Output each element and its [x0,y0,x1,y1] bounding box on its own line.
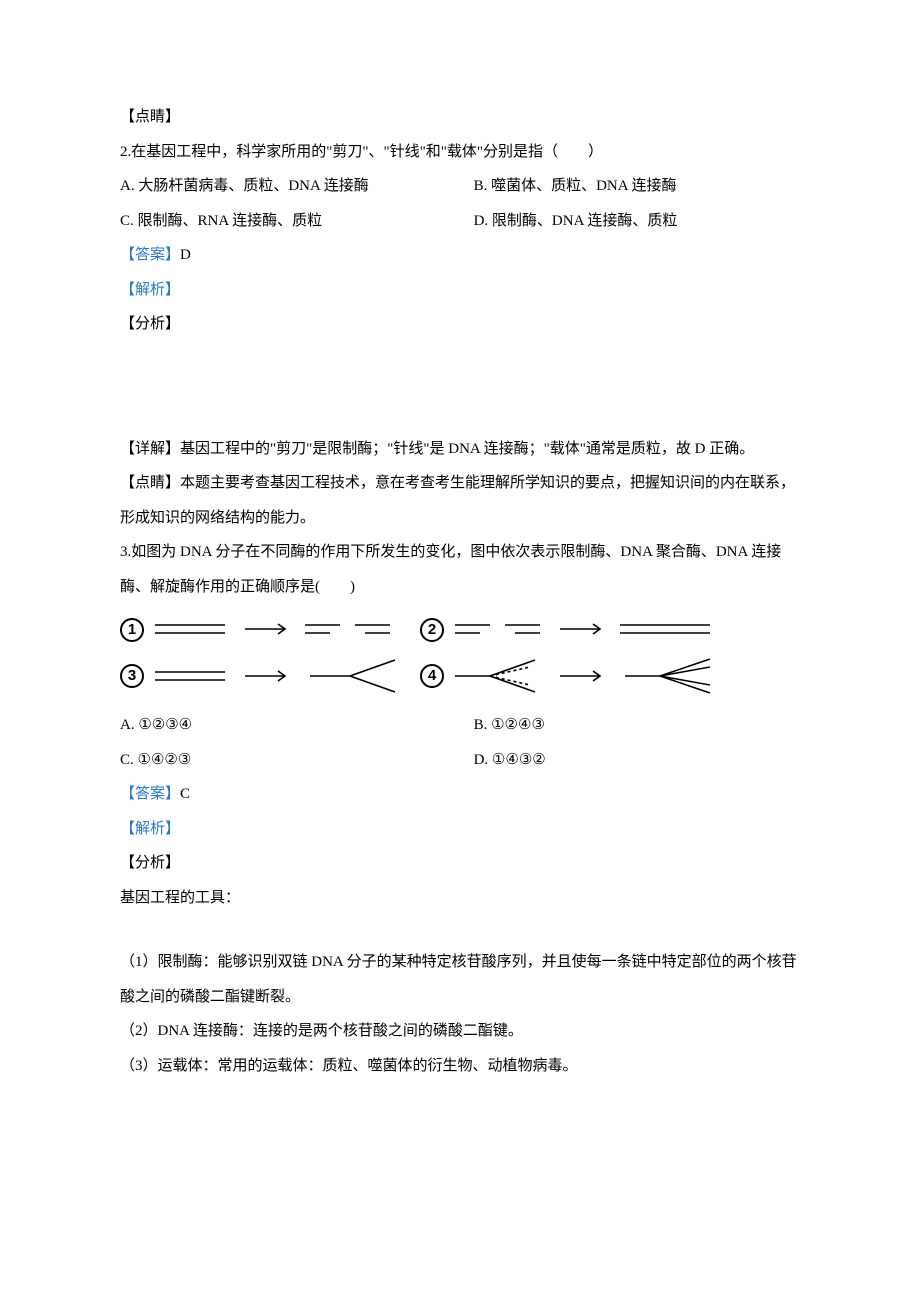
circled-number-1: 1 [120,618,144,642]
q2-options-row2: C. 限制酶、RNA 连接酶、质粒 D. 限制酶、DNA 连接酶、质粒 [120,204,800,239]
q3-point-1: （1）限制酶：能够识别双链 DNA 分子的某种特定核苷酸序列，并且使每一条链中特… [120,945,800,1014]
q2-options-row1: A. 大肠杆菌病毒、质粒、DNA 连接酶 B. 噬菌体、质粒、DNA 连接酶 [120,169,800,204]
diagram-svg-3 [150,656,400,696]
q3-point-3: （3）运载体：常用的运载体：质粒、噬菌体的衍生物、动植物病毒。 [120,1049,800,1084]
q3-point-2: （2）DNA 连接酶：连接的是两个核苷酸之间的磷酸二酯键。 [120,1014,800,1049]
diagram-panel-4: 4 [420,656,740,696]
q3-analysis-label: 【解析】 [120,812,800,847]
diagram-row-2: 3 4 [120,656,800,696]
q2-detail: 【详解】基因工程中的"剪刀"是限制酶；"针线"是 DNA 连接酶；"载体"通常是… [120,432,800,467]
q3-diagram: 1 2 [120,604,800,708]
spacer [120,915,800,945]
circled-number-3: 3 [120,664,144,688]
q2-option-d: D. 限制酶、DNA 连接酶、质粒 [474,204,800,239]
q2-fenxi-label: 【分析】 [120,307,800,342]
diagram-svg-4 [450,656,720,696]
diagram-panel-3: 3 [120,656,420,696]
spacer [120,342,800,432]
q3-option-c: C. ①④②③ [120,743,474,778]
diagram-panel-2: 2 [420,613,740,647]
q2-option-a: A. 大肠杆菌病毒、质粒、DNA 连接酶 [120,169,474,204]
q3-fenxi-label: 【分析】 [120,846,800,881]
circled-number-4: 4 [420,664,444,688]
q3-options-row2: C. ①④②③ D. ①④③② [120,743,800,778]
diagram-panel-1: 1 [120,613,420,647]
document-page: 【点睛】 2.在基因工程中，科学家所用的"剪刀"、"针线"和"载体"分别是指（ … [0,0,920,1302]
q3-answer: 【答案】C [120,777,800,812]
tip-heading: 【点睛】 [120,100,800,135]
diagram-svg-1 [150,613,400,647]
circled-number-2: 2 [420,618,444,642]
q3-fenxi-text: 基因工程的工具： [120,881,800,916]
diagram-row-1: 1 2 [120,610,800,650]
q3-option-b: B. ①②④③ [474,708,800,743]
q3-options-row1: A. ①②③④ B. ①②④③ [120,708,800,743]
q2-option-c: C. 限制酶、RNA 连接酶、质粒 [120,204,474,239]
q2-answer: 【答案】D [120,238,800,273]
answer-value: C [180,786,190,802]
diagram-svg-2 [450,613,720,647]
q2-analysis-label: 【解析】 [120,273,800,308]
q2-tip: 【点睛】本题主要考查基因工程技术，意在考查考生能理解所学知识的要点，把握知识间的… [120,466,800,535]
answer-value: D [180,247,191,263]
q2-option-b: B. 噬菌体、质粒、DNA 连接酶 [474,169,800,204]
q3-stem: 3.如图为 DNA 分子在不同酶的作用下所发生的变化，图中依次表示限制酶、DNA… [120,535,800,604]
answer-label: 【答案】 [120,247,180,263]
q2-stem: 2.在基因工程中，科学家所用的"剪刀"、"针线"和"载体"分别是指（ ） [120,135,800,170]
q3-option-d: D. ①④③② [474,743,800,778]
q3-option-a: A. ①②③④ [120,708,474,743]
answer-label: 【答案】 [120,786,180,802]
